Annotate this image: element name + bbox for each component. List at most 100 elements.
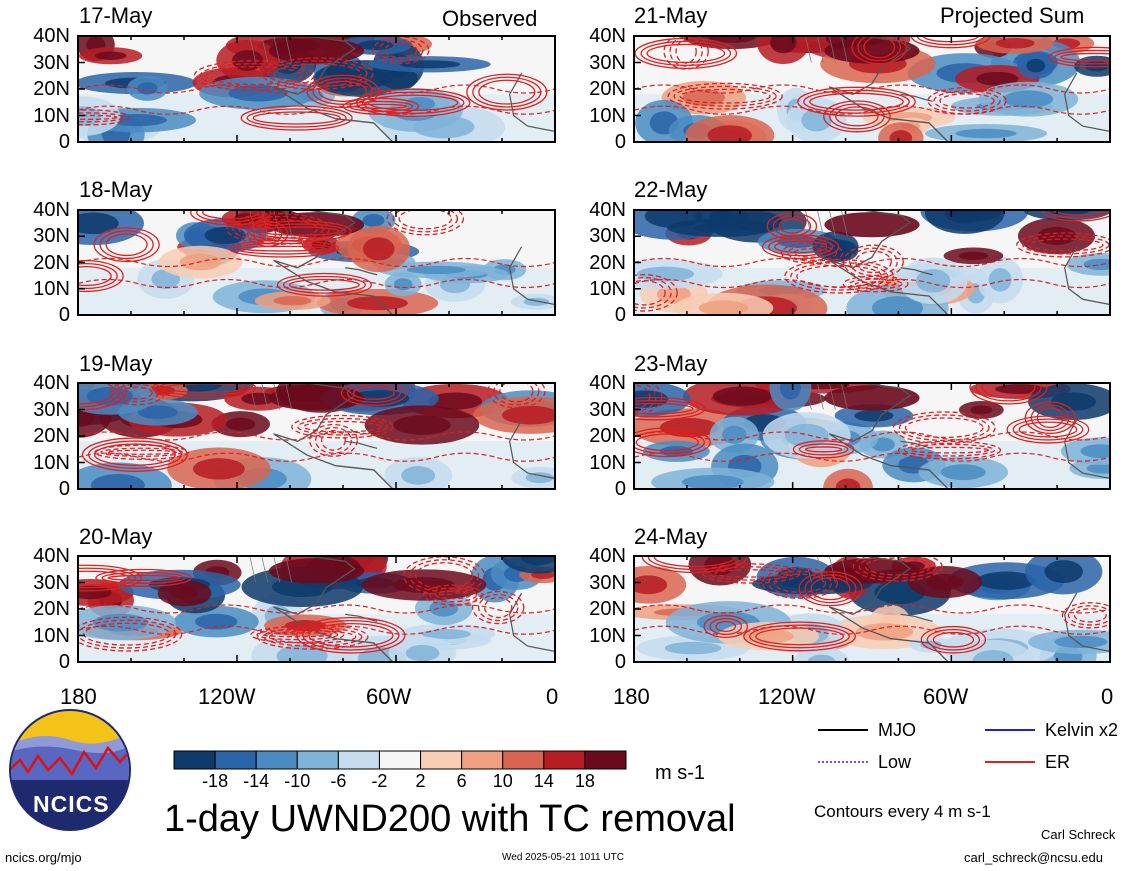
colorbar-segment <box>173 750 216 770</box>
map-panels <box>77 35 1111 663</box>
y-tick-label: 10N <box>589 104 626 127</box>
colorbar-unit: m s-1 <box>655 762 705 784</box>
footer-timestamp: Wed 2025-05-21 1011 UTC <box>502 852 624 863</box>
legend-label-er: ER <box>1045 752 1071 772</box>
y-tick-label: 10N <box>589 277 626 300</box>
y-tick-label: 0 <box>58 131 70 153</box>
map-panel <box>77 382 556 490</box>
column-header-projected: Projected Sum <box>940 3 1085 28</box>
y-tick-label: 10N <box>33 451 70 474</box>
y-tick-label: 40N <box>589 25 626 47</box>
x-tick-label: 120W <box>198 684 256 709</box>
y-tick-label: 40N <box>33 199 70 221</box>
y-tick-label: 40N <box>589 545 626 567</box>
y-tick-label: 40N <box>589 372 626 394</box>
x-tick-label: 180 <box>613 684 650 709</box>
x-tick-label: 0 <box>1101 684 1114 709</box>
colorbar-tick-label: -18 <box>202 771 229 791</box>
map-axes <box>77 35 1111 663</box>
y-tick-label: 0 <box>614 131 626 153</box>
colorbar-segment <box>461 750 504 770</box>
y-tick-label: 10N <box>33 624 70 647</box>
map-panel <box>77 35 556 143</box>
y-tick-label: 0 <box>614 304 626 326</box>
y-tick-label: 30N <box>33 51 70 74</box>
colorbar-tick-label: 14 <box>533 771 554 791</box>
y-tick-label: 0 <box>58 478 70 500</box>
colorbar-tick-label: 18 <box>574 771 595 791</box>
x-tick-label: 60W <box>366 684 412 709</box>
y-tick-label: 20N <box>589 425 626 447</box>
panel-date-proj-1: 21-May <box>634 3 708 28</box>
colorbar-tick-label: -14 <box>243 771 270 791</box>
y-tick-label: 0 <box>58 304 70 326</box>
y-tick-label: 30N <box>589 398 626 421</box>
y-tick-label: 10N <box>33 277 70 300</box>
y-tick-label: 10N <box>589 624 626 647</box>
footer-author: Carl Schreck <box>1041 827 1116 842</box>
colorbar-tick-label: 2 <box>415 771 426 791</box>
colorbar-segment <box>378 750 422 770</box>
y-tick-label: 20N <box>589 78 626 100</box>
colorbar-segment <box>584 750 627 770</box>
legend-label-low: Low <box>878 752 912 772</box>
footer-email: carl_schreck@ncsu.edu <box>964 850 1103 865</box>
x-tick-label: 0 <box>546 684 559 709</box>
map-panel <box>633 35 1111 143</box>
legend-label-mjo: MJO <box>878 720 916 740</box>
y-tick-label: 30N <box>589 51 626 74</box>
map-panel <box>633 555 1111 663</box>
panel-date-obs-2: 18-May <box>79 177 153 202</box>
x-tick-label: 180 <box>60 684 97 709</box>
y-tick-label: 20N <box>589 598 626 620</box>
map-panel <box>633 382 1111 490</box>
figure-title: 1-day UWND200 with TC removal <box>164 798 736 840</box>
footer-url: ncics.org/mjo <box>5 850 82 865</box>
colorbar-segment <box>543 750 586 770</box>
y-tick-label: 40N <box>33 372 70 394</box>
y-tick-label: 30N <box>589 225 626 248</box>
colorbar-segment <box>337 750 380 770</box>
panel-date-obs-4: 20-May <box>79 524 153 549</box>
y-tick-label: 0 <box>614 478 626 500</box>
y-tick-label: 30N <box>589 571 626 594</box>
y-tick-label: 20N <box>33 78 70 100</box>
y-tick-label: 40N <box>33 25 70 47</box>
legend-label-kelvin: Kelvin x2 <box>1045 720 1119 740</box>
colorbar-tick-label: -2 <box>371 771 388 791</box>
panel-date-proj-4: 24-May <box>634 524 708 549</box>
y-tick-label: 40N <box>33 545 70 567</box>
colorbar-tick-label: -10 <box>284 771 311 791</box>
panel-date-proj-2: 22-May <box>634 177 708 202</box>
y-tick-label: 20N <box>33 598 70 620</box>
x-tick-label: 120W <box>758 684 816 709</box>
colorbar-tick-label: 6 <box>456 771 467 791</box>
logo-text: NCICS <box>33 791 110 817</box>
y-tick-label: 40N <box>589 199 626 221</box>
colorbar <box>173 750 627 770</box>
y-tick-label: 20N <box>589 251 626 274</box>
panel-date-proj-3: 23-May <box>634 351 708 376</box>
colorbar-segment <box>502 750 545 770</box>
y-tick-label: 10N <box>589 451 626 474</box>
colorbar-tick-label: -6 <box>330 771 347 791</box>
y-tick-label: 10N <box>33 104 70 127</box>
panel-date-obs-3: 19-May <box>79 351 153 376</box>
y-tick-label: 0 <box>614 651 626 673</box>
colorbar-tick-label: 10 <box>492 771 513 791</box>
y-tick-label: 30N <box>33 571 70 594</box>
colorbar-segment <box>255 750 298 770</box>
column-header-observed: Observed <box>442 6 538 31</box>
colorbar-segment <box>420 750 463 770</box>
y-tick-label: 20N <box>33 251 70 274</box>
x-tick-label: 60W <box>923 684 969 709</box>
map-panel <box>77 555 556 663</box>
map-panel <box>633 209 1111 316</box>
y-tick-label: 0 <box>58 651 70 673</box>
colorbar-segment <box>214 750 257 770</box>
colorbar-segment <box>296 750 339 770</box>
map-panel <box>77 209 556 316</box>
y-tick-label: 30N <box>33 225 70 248</box>
contour-note: Contours every 4 m s-1 <box>814 802 991 821</box>
